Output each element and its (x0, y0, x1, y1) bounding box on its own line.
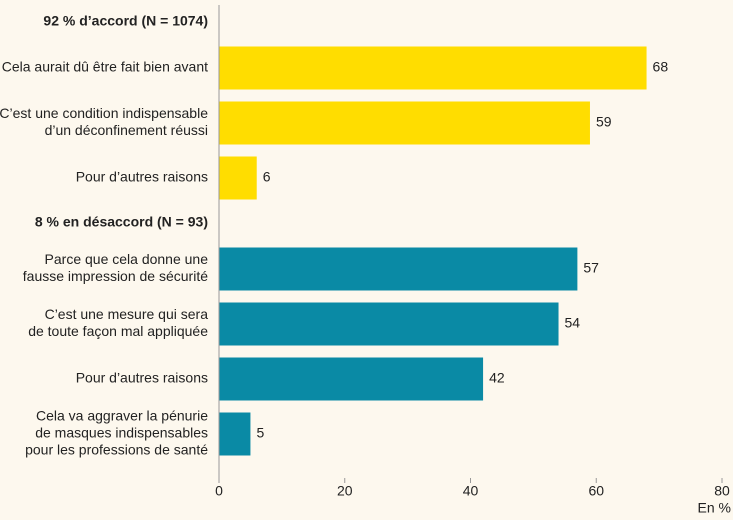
value-label: 68 (653, 59, 669, 75)
group-header: 8 % en désaccord (N = 93) (35, 214, 208, 230)
category-label: C’est une condition indispensable (0, 105, 208, 121)
bar (219, 302, 559, 346)
bar (219, 412, 251, 456)
x-tick-label: 80 (714, 483, 730, 499)
x-tick-label: 20 (337, 483, 353, 499)
x-tick-label: 60 (588, 483, 604, 499)
bar (219, 156, 257, 200)
bar (219, 357, 484, 401)
category-label: Pour d’autres raisons (76, 169, 208, 185)
category-label: C’est une mesure qui sera (45, 306, 209, 322)
bar (219, 101, 590, 145)
x-axis-label: En % (698, 500, 731, 516)
category-label: de masques indispensables (35, 425, 208, 441)
category-label: Cela va aggraver la pénurie (36, 408, 208, 424)
category-label: Parce que cela donne une (45, 251, 209, 267)
value-label: 42 (489, 370, 505, 386)
category-label: pour les professions de santé (25, 442, 208, 458)
value-label: 54 (565, 315, 581, 331)
category-label: de toute façon mal appliquée (28, 323, 208, 339)
x-tick-label: 0 (215, 483, 223, 499)
bar (219, 46, 647, 90)
value-label: 57 (583, 260, 599, 276)
group-header: 92 % d’accord (N = 1074) (43, 13, 208, 29)
value-label: 59 (596, 114, 612, 130)
category-label: Pour d’autres raisons (76, 370, 208, 386)
category-label: fausse impression de sécurité (23, 268, 208, 284)
value-label: 5 (256, 425, 264, 441)
category-label: d’un déconfinement réussi (45, 122, 208, 138)
category-label: Cela aurait dû être fait bien avant (2, 59, 208, 75)
bar (219, 247, 578, 291)
x-tick-label: 40 (463, 483, 479, 499)
value-label: 6 (263, 169, 271, 185)
